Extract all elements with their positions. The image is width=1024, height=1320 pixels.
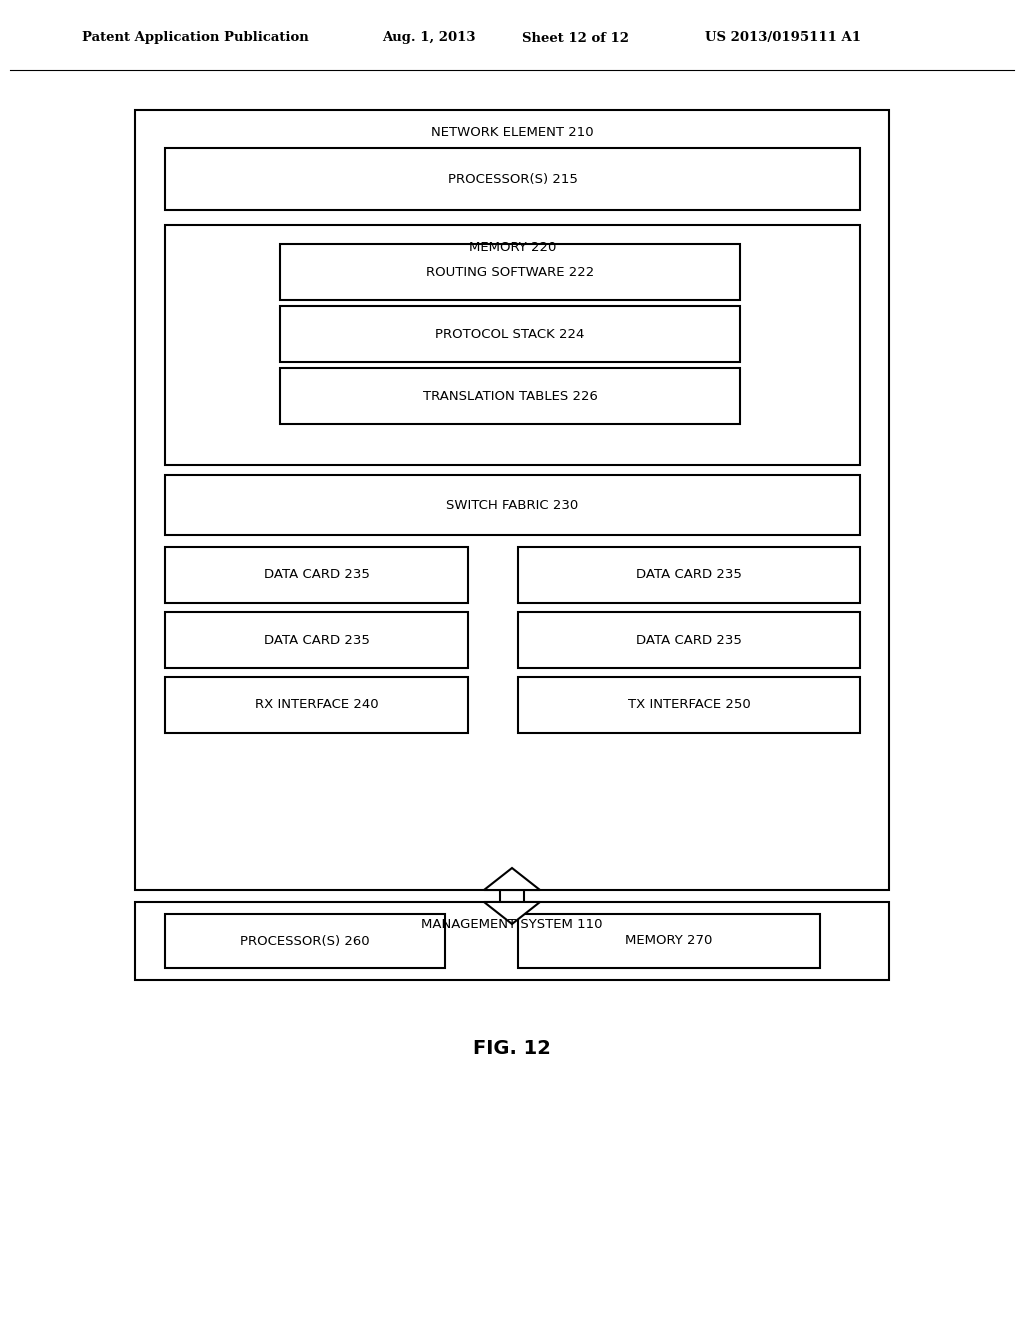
Bar	[165, 546, 468, 603]
Text: PROCESSOR(S) 260: PROCESSOR(S) 260	[241, 935, 370, 948]
Text: DATA CARD 235: DATA CARD 235	[636, 569, 742, 582]
Bar	[518, 913, 820, 968]
Bar	[518, 612, 860, 668]
Text: FIG. 12: FIG. 12	[473, 1039, 551, 1057]
Bar	[518, 546, 860, 603]
Bar	[135, 902, 889, 979]
Text: DATA CARD 235: DATA CARD 235	[263, 634, 370, 647]
Text: DATA CARD 235: DATA CARD 235	[263, 569, 370, 582]
Bar	[518, 677, 860, 733]
Text: DATA CARD 235: DATA CARD 235	[636, 634, 742, 647]
Text: Aug. 1, 2013: Aug. 1, 2013	[382, 32, 475, 45]
Bar	[280, 306, 740, 362]
Polygon shape	[484, 902, 540, 924]
Text: SWITCH FABRIC 230: SWITCH FABRIC 230	[446, 499, 579, 512]
Bar	[280, 244, 740, 300]
Text: MEMORY 220: MEMORY 220	[469, 240, 556, 253]
Bar	[165, 612, 468, 668]
Text: MANAGEMENT SYSTEM 110: MANAGEMENT SYSTEM 110	[421, 917, 603, 931]
Text: PROTOCOL STACK 224: PROTOCOL STACK 224	[435, 327, 585, 341]
Bar	[165, 475, 860, 535]
Bar	[165, 224, 860, 465]
Text: Sheet 12 of 12: Sheet 12 of 12	[522, 32, 629, 45]
Bar	[165, 148, 860, 210]
Text: PROCESSOR(S) 215: PROCESSOR(S) 215	[447, 173, 578, 186]
Bar	[165, 913, 445, 968]
Polygon shape	[484, 869, 540, 890]
Text: MEMORY 270: MEMORY 270	[626, 935, 713, 948]
Bar	[280, 368, 740, 424]
Text: TRANSLATION TABLES 226: TRANSLATION TABLES 226	[423, 389, 597, 403]
Text: NETWORK ELEMENT 210: NETWORK ELEMENT 210	[431, 125, 593, 139]
Text: Patent Application Publication: Patent Application Publication	[82, 32, 309, 45]
Text: RX INTERFACE 240: RX INTERFACE 240	[255, 698, 378, 711]
Text: TX INTERFACE 250: TX INTERFACE 250	[628, 698, 751, 711]
Text: US 2013/0195111 A1: US 2013/0195111 A1	[705, 32, 861, 45]
Bar	[135, 110, 889, 890]
Bar	[165, 677, 468, 733]
Bar	[500, 890, 524, 902]
Text: ROUTING SOFTWARE 222: ROUTING SOFTWARE 222	[426, 265, 594, 279]
